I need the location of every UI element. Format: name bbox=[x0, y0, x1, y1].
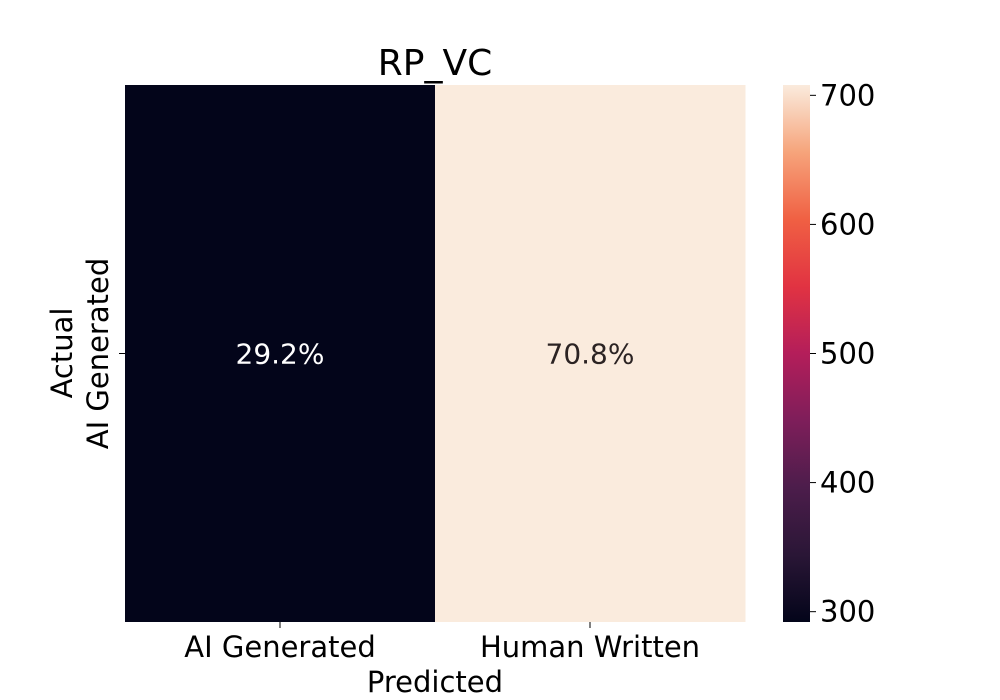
colorbar-gradient bbox=[783, 85, 810, 622]
y-axis: AI Generated bbox=[81, 258, 125, 449]
x-tick-label: AI Generated bbox=[184, 630, 375, 664]
cell-annotation: 70.8% bbox=[546, 338, 635, 371]
y-axis-label-text: Actual bbox=[45, 308, 79, 399]
heatmap-cells bbox=[125, 85, 746, 622]
colorbar: 300 400 500 600 700 bbox=[783, 78, 875, 629]
cell-annotation: 29.2% bbox=[236, 338, 325, 371]
colorbar-tick-label: 300 bbox=[820, 595, 875, 629]
colorbar-tick-label: 500 bbox=[820, 337, 875, 371]
y-tick-label: AI Generated bbox=[81, 258, 115, 449]
x-axis-label: Predicted bbox=[367, 665, 503, 699]
colorbar-tick-label: 600 bbox=[820, 207, 875, 241]
chart-title: RP_VC bbox=[378, 43, 493, 84]
cell-labels: 29.2% 70.8% bbox=[236, 338, 635, 371]
x-tick-label: Human Written bbox=[480, 630, 700, 664]
colorbar-tick-label: 400 bbox=[820, 466, 875, 500]
colorbar-tick-label: 700 bbox=[820, 78, 875, 112]
y-axis-label: Actual bbox=[45, 308, 79, 399]
x-axis: AI Generated Human Written bbox=[184, 622, 700, 664]
heatmap-cell bbox=[435, 85, 746, 622]
heatmap-cell bbox=[125, 85, 436, 622]
